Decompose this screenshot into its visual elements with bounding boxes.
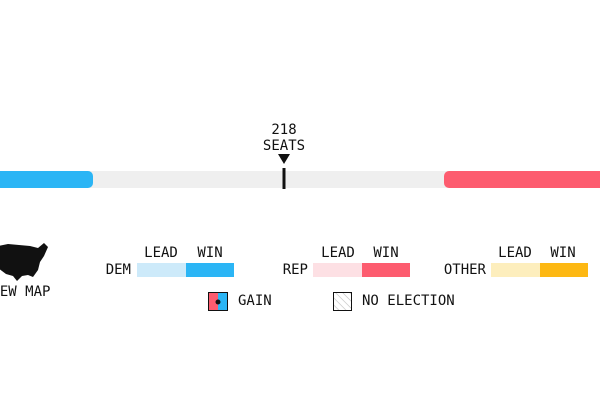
gain-icon-right: [218, 292, 228, 311]
legend-gain: GAIN: [208, 292, 272, 311]
view-map-text[interactable]: VIEW MAP: [0, 284, 50, 300]
win-swatch: [540, 263, 588, 277]
rep-bar: [444, 171, 600, 188]
win-swatch: [362, 263, 410, 277]
lead-swatch: [313, 263, 362, 277]
legend-party: REP: [283, 262, 308, 278]
no-election-label: NO ELECTION: [362, 293, 455, 309]
legend-lead: LEAD: [144, 245, 178, 261]
lead-swatch: [137, 263, 186, 277]
legend-win: WIN: [197, 245, 222, 261]
no-election-icon: [333, 292, 352, 311]
majority-label: SEATS: [263, 138, 305, 154]
legend-win: WIN: [550, 245, 575, 261]
legend-party: DEM: [106, 262, 131, 278]
lead-swatch: [491, 263, 540, 277]
majority-pointer: [278, 154, 290, 164]
gain-icon-dot: [215, 299, 221, 305]
legend-rep: LEAD WIN REP: [283, 245, 410, 278]
gain-icon-left: [208, 292, 218, 311]
legend-party: OTHER: [444, 262, 487, 278]
legend-lead: LEAD: [498, 245, 532, 261]
dem-bar: [0, 171, 93, 188]
legend-no-election: NO ELECTION: [333, 292, 455, 311]
map-icon[interactable]: [0, 243, 48, 281]
legend-other: LEAD WIN OTHER: [444, 245, 588, 278]
view-map-link[interactable]: VIEW MAP: [0, 243, 50, 300]
gain-label: GAIN: [238, 293, 272, 309]
legend-dem: LEAD WIN DEM: [106, 245, 234, 278]
legend-lead: LEAD: [321, 245, 355, 261]
legend-win: WIN: [373, 245, 398, 261]
majority-count: 218: [271, 122, 296, 138]
win-swatch: [186, 263, 234, 277]
gain-icon-border: [208, 292, 228, 311]
